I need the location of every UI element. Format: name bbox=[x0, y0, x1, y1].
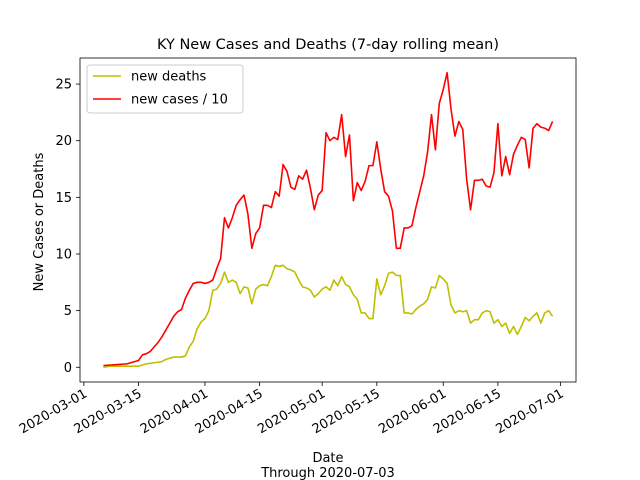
plot-frame bbox=[79, 57, 577, 383]
x-axis-label: Date bbox=[312, 451, 343, 466]
y-tick-label: 15 bbox=[55, 191, 72, 206]
series-line-2 bbox=[103, 71, 554, 367]
series-lines bbox=[103, 71, 554, 369]
y-tick-label: 25 bbox=[55, 78, 72, 93]
series-line-1 bbox=[103, 264, 554, 369]
legend-label: new cases / 10 bbox=[131, 93, 228, 108]
y-axis: 0 5 10 15 20 25 bbox=[55, 78, 80, 376]
y-axis-label: New Cases or Deaths bbox=[32, 152, 47, 291]
y-tick-label: 0 bbox=[64, 361, 72, 376]
y-tick-label: 20 bbox=[55, 134, 72, 149]
x-axis-sublabel: Through 2020-07-03 bbox=[260, 466, 395, 480]
legend: new deaths new cases / 10 bbox=[86, 64, 244, 114]
y-tick-label: 10 bbox=[55, 247, 72, 262]
chart-title: KY New Cases and Deaths (7-day rolling m… bbox=[157, 37, 499, 53]
legend-box bbox=[86, 64, 244, 114]
legend-label: new deaths bbox=[131, 70, 207, 85]
y-tick-label: 5 bbox=[64, 304, 72, 319]
